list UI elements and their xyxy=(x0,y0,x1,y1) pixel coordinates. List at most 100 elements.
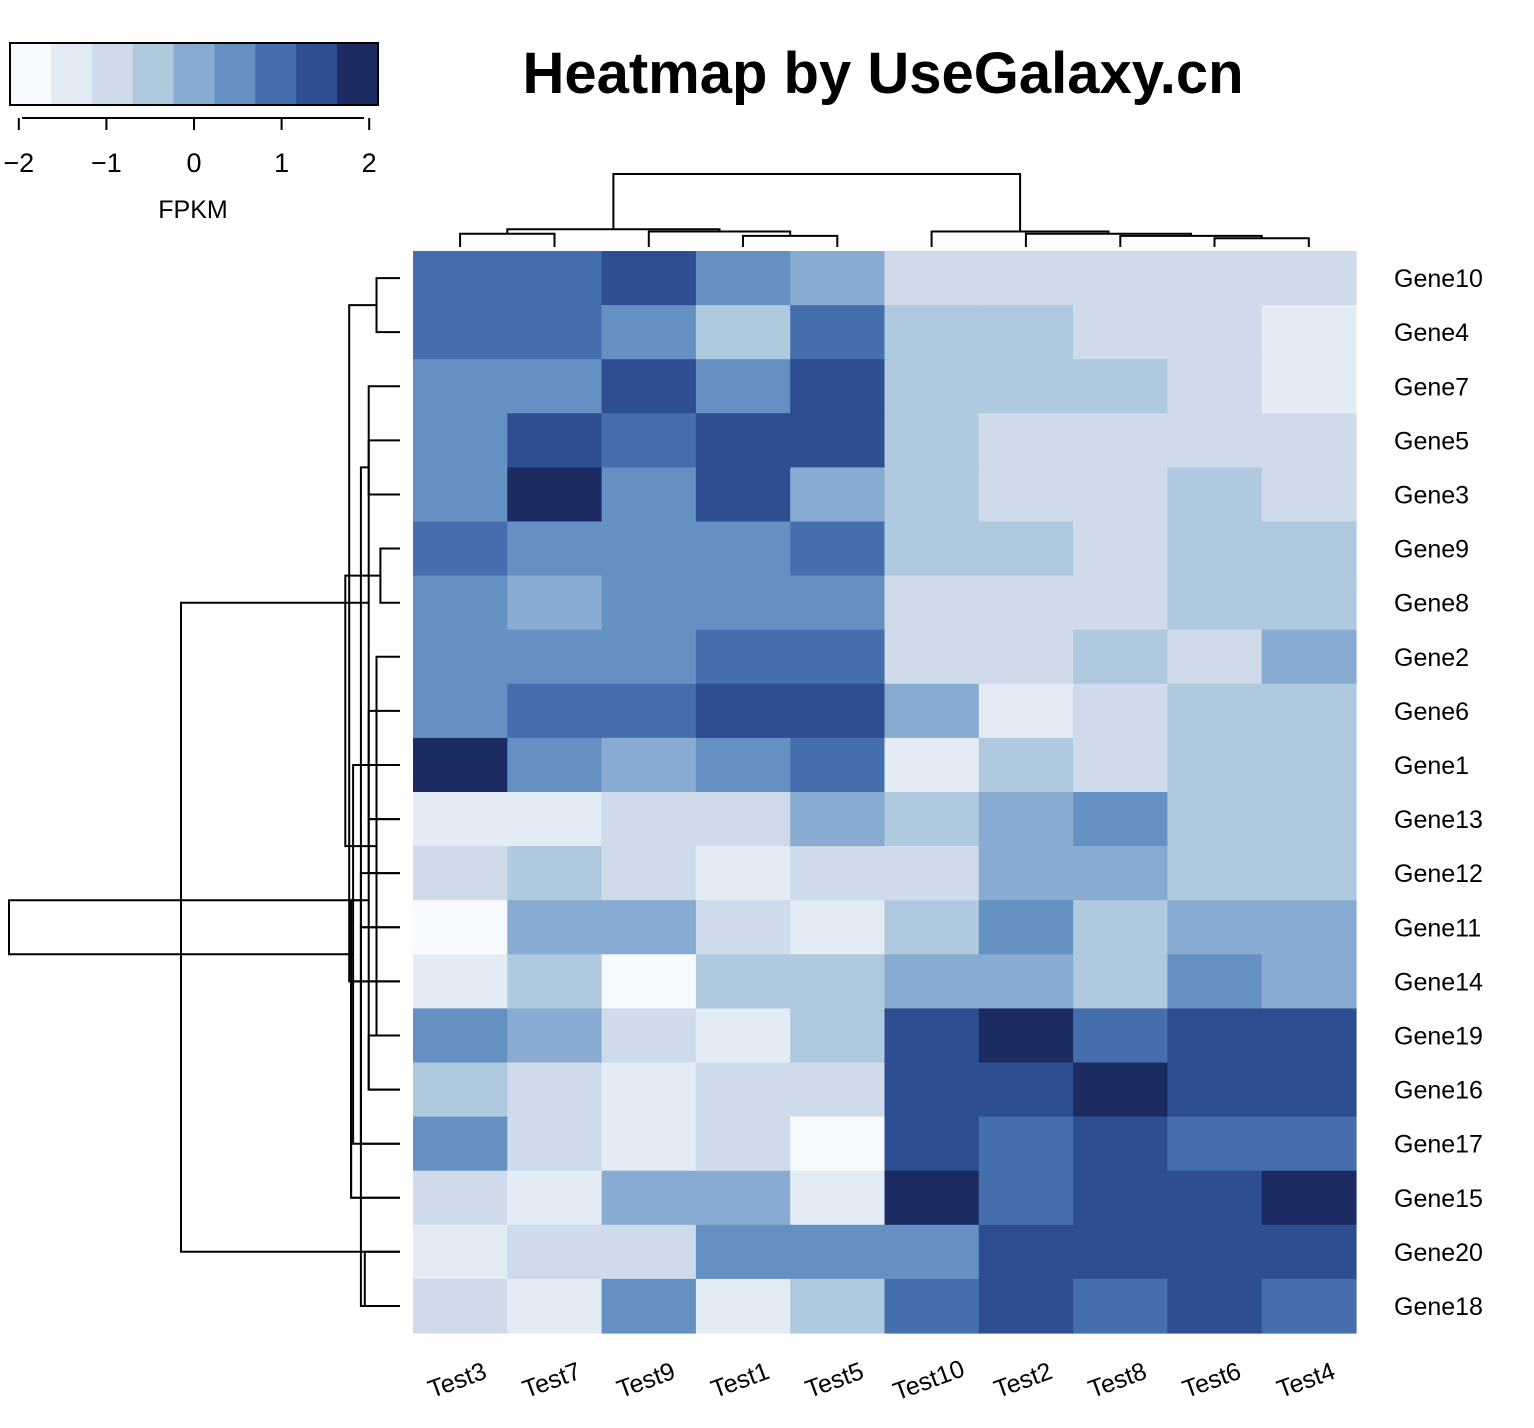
dendrogram-branch xyxy=(359,926,400,1307)
heatmap-cell-gene15-test2 xyxy=(978,1170,1074,1226)
heatmap-cell-gene8-test2 xyxy=(978,575,1074,631)
heatmap-cell-gene13-test9 xyxy=(601,792,697,847)
heatmap-cell-gene14-test10 xyxy=(884,954,980,1009)
heatmap-cell-gene7-test5 xyxy=(790,359,886,414)
heatmap-cell-gene16-test6 xyxy=(1167,1062,1263,1118)
colorbar-swatch xyxy=(255,43,297,105)
heatmap-cell-gene20-test5 xyxy=(790,1224,886,1280)
heatmap-cell-gene5-test5 xyxy=(790,413,886,468)
heatmap-cell-gene3-test1 xyxy=(695,467,791,523)
heatmap-cell-gene15-test10 xyxy=(884,1170,980,1226)
heatmap-cell-gene11-test4 xyxy=(1261,900,1357,955)
heatmap-cell-gene17-test7 xyxy=(507,1116,603,1172)
heatmap-cell-gene14-test2 xyxy=(978,954,1074,1009)
heatmap-cell-gene6-test3 xyxy=(413,683,508,739)
heatmap-cell-gene17-test8 xyxy=(1073,1116,1168,1172)
heatmap-cell-gene5-test8 xyxy=(1073,413,1168,468)
row-label-gene9: Gene9 xyxy=(1394,536,1469,564)
heatmap-cell-gene16-test5 xyxy=(790,1062,886,1118)
heatmap-cell-gene1-test4 xyxy=(1261,737,1357,793)
heatmap-cell-gene18-test8 xyxy=(1073,1278,1168,1334)
dendrogram-branch xyxy=(8,899,369,956)
heatmap-cell-gene16-test9 xyxy=(601,1062,697,1118)
heatmap-cell-gene2-test8 xyxy=(1073,629,1168,685)
heatmap-cell-gene12-test7 xyxy=(507,846,603,901)
row-label-gene20: Gene20 xyxy=(1394,1239,1483,1267)
colorbar-swatch xyxy=(214,43,256,105)
heatmap-cell-gene20-test8 xyxy=(1073,1224,1168,1280)
colorbar-tick-label: −2 xyxy=(3,148,34,178)
heatmap-cell-gene10-test2 xyxy=(978,251,1074,306)
heatmap-cell-gene6-test8 xyxy=(1073,683,1168,739)
heatmap-cell-gene20-test10 xyxy=(884,1224,980,1280)
heatmap-cell-gene12-test3 xyxy=(413,846,508,901)
colorbar-label: FPKM xyxy=(158,196,227,224)
heatmap-cell-gene12-test4 xyxy=(1261,846,1357,901)
heatmap-cell-gene19-test5 xyxy=(790,1008,886,1064)
dendrogram-branch xyxy=(612,173,1022,232)
heatmap-cell-gene18-test2 xyxy=(978,1278,1074,1334)
column-label-test2: Test2 xyxy=(990,1357,1056,1404)
heatmap-cell-gene8-test3 xyxy=(413,575,508,631)
heatmap-cell-gene2-test7 xyxy=(507,629,603,685)
heatmap-cell-gene15-test1 xyxy=(695,1170,791,1226)
heatmap-cell-gene4-test8 xyxy=(1073,305,1168,360)
heatmap-cell-gene5-test3 xyxy=(413,413,508,468)
dendrogram-branch xyxy=(363,1250,400,1307)
column-label-test5: Test5 xyxy=(802,1357,868,1404)
dendrogram-branch xyxy=(359,466,400,1145)
heatmap-cell-gene16-test3 xyxy=(413,1062,508,1118)
heatmap-cell-gene2-test5 xyxy=(790,629,886,685)
colorbar-tick-label: 2 xyxy=(362,148,377,178)
heatmap-cell-gene8-test9 xyxy=(601,575,697,631)
row-label-gene14: Gene14 xyxy=(1394,968,1483,996)
heatmap-cell-gene17-test4 xyxy=(1261,1116,1357,1172)
row-dendrogram xyxy=(8,277,400,1307)
heatmap-cell-gene5-test9 xyxy=(601,413,697,468)
heatmap-cell-gene9-test6 xyxy=(1167,521,1263,577)
heatmap-cell-gene4-test10 xyxy=(884,305,980,360)
heatmap-cell-gene3-test7 xyxy=(507,467,603,523)
heatmap-cell-gene3-test9 xyxy=(601,467,697,523)
heatmap-cell-gene15-test8 xyxy=(1073,1170,1168,1226)
heatmap-cell-gene9-test2 xyxy=(978,521,1074,577)
heatmap-cell-gene16-test8 xyxy=(1073,1062,1168,1118)
heatmap-cell-gene11-test2 xyxy=(978,900,1074,955)
heatmap-cell-gene14-test9 xyxy=(601,954,697,1009)
colorbar-swatch xyxy=(296,43,338,105)
heatmap-cell-gene13-test8 xyxy=(1073,792,1168,847)
colorbar-swatch xyxy=(337,43,379,105)
row-label-gene4: Gene4 xyxy=(1394,319,1469,347)
heatmap-cell-gene8-test7 xyxy=(507,575,603,631)
dendrogram-branch xyxy=(344,574,381,848)
heatmap-cell-gene8-test8 xyxy=(1073,575,1168,631)
dendrogram-branch xyxy=(367,1034,400,1091)
heatmap-cell-gene11-test1 xyxy=(695,900,791,955)
heatmap-cell-gene9-test8 xyxy=(1073,521,1168,577)
heatmap-cell-gene18-test9 xyxy=(601,1278,697,1334)
heatmap-cell-gene10-test3 xyxy=(413,251,508,306)
heatmap-cell-gene2-test1 xyxy=(695,629,791,685)
heatmap-cell-gene12-test1 xyxy=(695,846,791,901)
heatmap-cell-gene17-test2 xyxy=(978,1116,1074,1172)
dendrogram-branch xyxy=(647,230,792,247)
colorbar-tick-label: −1 xyxy=(91,148,122,178)
heatmap-cell-gene18-test1 xyxy=(695,1278,791,1334)
heatmap-cell-gene9-test1 xyxy=(695,521,791,577)
heatmap-cell-gene2-test4 xyxy=(1261,629,1357,685)
heatmap-cell-gene11-test8 xyxy=(1073,900,1168,955)
heatmap-cell-gene18-test4 xyxy=(1261,1278,1357,1334)
heatmap-cell-gene3-test5 xyxy=(790,467,886,523)
heatmap-cell-gene7-test6 xyxy=(1167,359,1263,414)
heatmap-cell-gene12-test10 xyxy=(884,846,980,901)
heatmap-cell-gene11-test7 xyxy=(507,900,603,955)
heatmap-cell-gene6-test5 xyxy=(790,683,886,739)
heatmap-cell-gene1-test1 xyxy=(695,737,791,793)
heatmap-cell-gene15-test7 xyxy=(507,1170,603,1226)
dendrogram-branch xyxy=(459,232,556,247)
row-label-gene12: Gene12 xyxy=(1394,860,1483,888)
heatmap-cell-gene5-test6 xyxy=(1167,413,1263,468)
heatmap-cell-gene14-test8 xyxy=(1073,954,1168,1009)
heatmap-cell-gene10-test8 xyxy=(1073,251,1168,306)
heatmap-cell-gene9-test4 xyxy=(1261,521,1357,577)
